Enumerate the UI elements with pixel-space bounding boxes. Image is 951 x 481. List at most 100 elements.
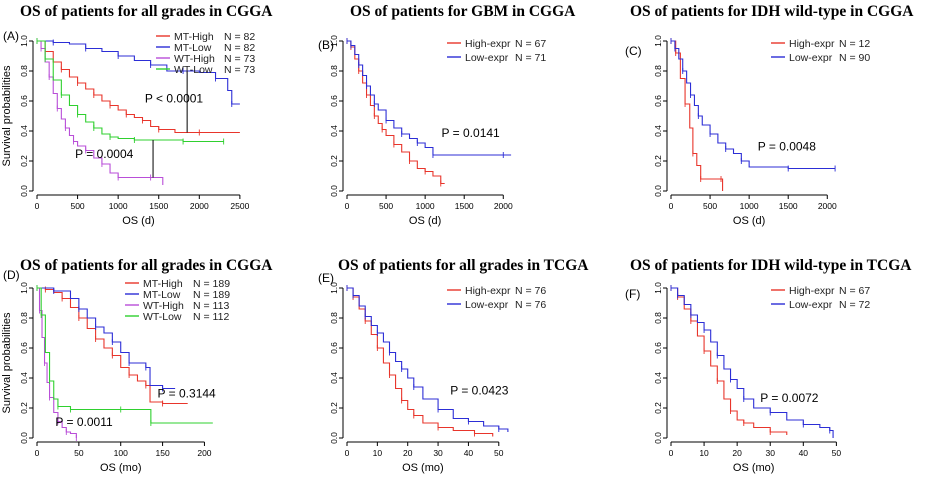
x-tick-label: 10 [373,448,383,458]
km-series-high-expr [670,285,788,435]
y-tick-label: 0.8 [19,312,29,324]
y-tick-label: 0.0 [19,185,29,197]
panel-label: (D) [3,268,20,282]
y-axis-label: Survival probabilities [1,65,13,166]
legend-name: WT-High [174,53,215,65]
survival-curve [347,40,445,185]
legend-n: N = 189 [193,278,230,290]
legend-name: MT-High [174,31,214,43]
legend-name: MT-Low [143,289,181,301]
x-axis-label: OS (d) [409,215,441,227]
y-tick-label: 0.8 [19,65,29,77]
panel-title: OS of patients for all grades in CGGA [20,3,273,20]
km-series-wt-low [36,285,213,426]
y-tick-label: 0.6 [653,342,663,354]
legend-name: MT-High [143,278,183,290]
legend-n: N = 76 [515,285,546,297]
x-tick-label: 20 [403,448,413,458]
p-value-text: P = 0.0423 [450,384,508,398]
legend-n: N = 73 [224,64,255,76]
x-tick-label: 2500 [230,201,249,211]
survival-curve [671,40,724,191]
y-tick-label: 0.8 [329,312,339,324]
legend-n: N = 113 [193,300,229,312]
x-tick-label: 50 [494,448,504,458]
p-value-text: P = 0.0004 [75,147,133,161]
km-series-high-expr [346,38,445,187]
y-tick-label: 0.2 [19,155,29,167]
legend-name: High-expr [465,285,511,297]
legend-name: Low-expr [465,52,509,64]
km-series-low-expr [346,285,509,432]
x-tick-label: 50 [74,448,84,458]
x-tick-label: 1500 [779,201,798,211]
panel-label: (F) [625,287,640,301]
legend-n: N = 76 [515,299,546,311]
panel-c: OS of patients for IDH wild-type in CGGA… [625,3,914,227]
x-tick-label: 500 [703,201,717,211]
km-series-low-expr [346,38,512,158]
y-tick-label: 0.2 [653,155,663,167]
x-tick-label: 500 [70,201,84,211]
legend: High-expr N = 76 Low-expr N = 76 [447,285,546,311]
legend-name: WT-Low [143,311,182,323]
legend: MT-High N = 82 MT-Low N = 82 WT-High N = 73 WT… [156,31,255,76]
y-tick-label: 0.4 [329,125,339,137]
legend: MT-High N = 189 MT-Low N = 189 WT-High N = 11… [125,278,230,323]
survival-curve [37,40,164,185]
panel-b: OS of patients for GBM in CGGA (B) 0 500 100… [318,3,576,227]
y-tick-label: 1.0 [19,282,29,294]
y-tick-label: 0.0 [653,185,663,197]
y-tick-label: 0.4 [653,125,663,137]
legend-n: N = 71 [515,52,546,64]
legend-n: N = 72 [839,299,870,311]
p-value-text: P = 0.0141 [442,126,500,140]
p-value-text: P = 0.0048 [758,140,816,154]
legend-name: High-expr [789,38,835,50]
x-axis-label: OS (d) [122,215,154,227]
legend-name: Low-expr [789,52,833,64]
x-tick-label: 10 [699,448,709,458]
x-tick-label: 50 [832,448,842,458]
survival-curve [37,40,240,105]
x-tick-label: 100 [114,448,128,458]
y-tick-label: 0.4 [19,125,29,137]
legend-name: High-expr [465,38,511,50]
panel-title: OS of patients for all grades in TCGA [338,257,589,274]
x-tick-label: 0 [345,201,350,211]
x-axis-label: OS (d) [733,215,765,227]
y-tick-label: 0.0 [653,432,663,444]
legend-n: N = 67 [515,38,546,50]
legend: High-expr N = 12 Low-expr N = 90 [771,38,870,64]
legend-name: High-expr [789,285,835,297]
survival-curve [37,287,176,390]
p-value-text: P = 0.0011 [55,415,113,429]
legend-name: Low-expr [465,299,509,311]
panel-label: (C) [625,44,642,58]
legend-n: N = 189 [193,289,230,301]
survival-curve [671,40,836,170]
survival-curve [671,287,788,435]
panel-e: OS of patients for all grades in TCGA (E)… [318,257,589,474]
km-series-low-expr [670,285,834,438]
x-tick-label: 0 [669,201,674,211]
km-series-high-expr [670,38,724,191]
x-tick-label: 2000 [190,201,209,211]
x-tick-label: 2000 [494,201,513,211]
panel-title: OS of patients for IDH wild-type in CGGA [630,3,914,20]
legend: High-expr N = 67 Low-expr N = 71 [447,38,546,64]
legend-n: N = 73 [224,53,255,65]
survival-curve [37,287,213,424]
x-tick-label: 500 [379,201,393,211]
y-tick-label: 0.6 [653,95,663,107]
x-tick-label: 40 [799,448,809,458]
legend-n: N = 12 [839,38,870,50]
x-tick-label: 20 [732,448,742,458]
x-tick-label: 30 [765,448,775,458]
legend-n: N = 67 [839,285,870,297]
y-tick-label: 1.0 [653,282,663,294]
x-tick-label: 1500 [455,201,474,211]
x-axis-label: OS (mo) [100,462,142,474]
km-series-low-expr [670,38,836,172]
